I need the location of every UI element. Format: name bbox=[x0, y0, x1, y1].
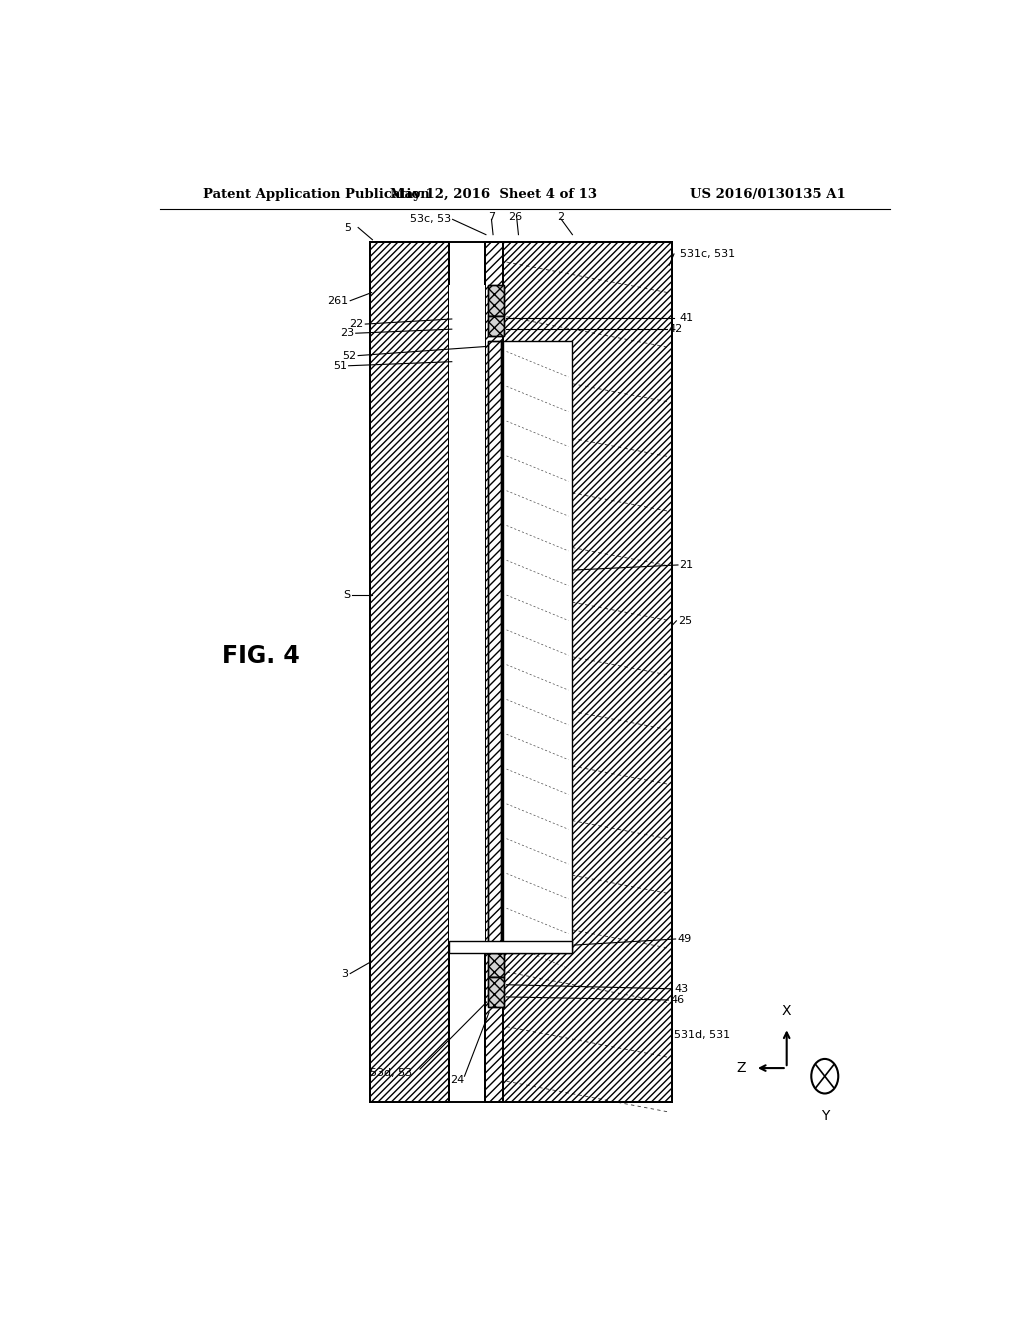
Text: 2: 2 bbox=[557, 213, 564, 222]
Text: Patent Application Publication: Patent Application Publication bbox=[204, 187, 430, 201]
Text: X: X bbox=[782, 1005, 792, 1018]
Bar bbox=[487, 285, 504, 315]
Text: S: S bbox=[343, 590, 350, 601]
Bar bbox=[487, 315, 504, 337]
Bar bbox=[485, 242, 503, 1102]
Text: 46: 46 bbox=[670, 995, 684, 1005]
Bar bbox=[485, 242, 503, 1102]
Bar bbox=[487, 315, 504, 337]
Text: Z: Z bbox=[736, 1061, 745, 1074]
Bar bbox=[487, 953, 504, 977]
Bar bbox=[503, 342, 572, 953]
Text: 531c, 531: 531c, 531 bbox=[680, 249, 734, 259]
Text: 49: 49 bbox=[677, 935, 691, 944]
Text: 23: 23 bbox=[340, 329, 354, 338]
Bar bbox=[450, 941, 572, 953]
Text: 7: 7 bbox=[487, 213, 495, 222]
Bar bbox=[487, 342, 501, 953]
Bar bbox=[487, 953, 504, 977]
Text: 51: 51 bbox=[333, 360, 347, 371]
Text: 53c, 53: 53c, 53 bbox=[410, 214, 451, 224]
Bar bbox=[370, 242, 450, 1102]
Text: US 2016/0130135 A1: US 2016/0130135 A1 bbox=[690, 187, 846, 201]
Text: 26: 26 bbox=[508, 213, 522, 222]
Text: 21: 21 bbox=[680, 560, 693, 570]
Text: 261: 261 bbox=[328, 296, 348, 306]
Text: 3: 3 bbox=[342, 969, 348, 978]
Text: 5: 5 bbox=[344, 223, 351, 232]
Text: FIG. 4: FIG. 4 bbox=[222, 644, 300, 668]
Text: 53d, 53: 53d, 53 bbox=[371, 1068, 413, 1078]
Bar bbox=[450, 285, 485, 953]
Text: 43: 43 bbox=[674, 983, 688, 994]
Bar bbox=[370, 242, 450, 1102]
Bar bbox=[370, 242, 672, 1102]
Text: 24: 24 bbox=[451, 1076, 465, 1085]
Text: 42: 42 bbox=[669, 325, 683, 334]
Text: May 12, 2016  Sheet 4 of 13: May 12, 2016 Sheet 4 of 13 bbox=[389, 187, 597, 201]
Text: 41: 41 bbox=[680, 313, 693, 323]
Bar bbox=[503, 242, 672, 1102]
Text: Y: Y bbox=[820, 1109, 829, 1123]
Bar bbox=[487, 977, 504, 1007]
Bar bbox=[487, 977, 504, 1007]
Bar bbox=[487, 342, 501, 953]
Text: 531d, 531: 531d, 531 bbox=[674, 1030, 730, 1040]
Bar bbox=[503, 242, 672, 1102]
Text: 25: 25 bbox=[678, 616, 692, 626]
Bar bbox=[487, 285, 504, 315]
Text: 22: 22 bbox=[349, 319, 364, 329]
Text: 52: 52 bbox=[342, 351, 356, 360]
